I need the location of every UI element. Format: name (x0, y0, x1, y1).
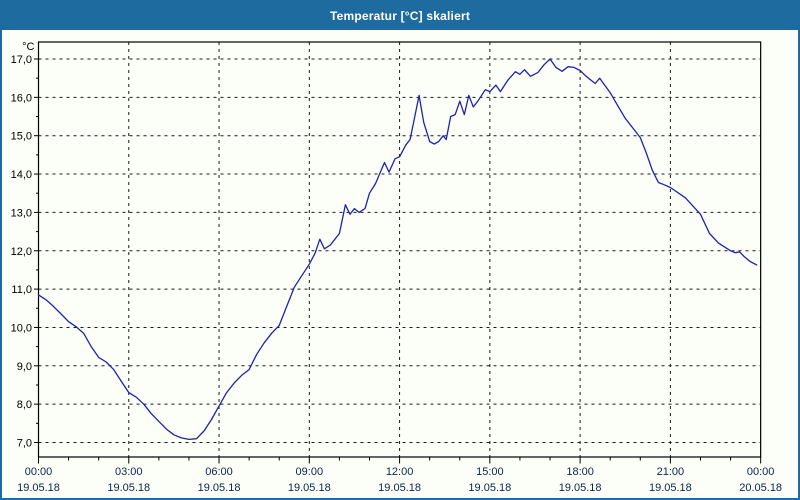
y-tick-label: 7,0 (17, 438, 32, 450)
y-tick-label: 16,0 (11, 92, 32, 104)
y-tick-label: 12,0 (11, 246, 32, 258)
x-tick-time-label: 00:00 (25, 466, 53, 478)
x-tick-time-label: 06:00 (205, 466, 233, 478)
x-tick-time-label: 00:00 (747, 466, 775, 478)
x-tick-date-label: 19.05.18 (198, 482, 241, 494)
x-tick-time-label: 09:00 (296, 466, 324, 478)
x-tick-date-label: 19.05.18 (17, 482, 60, 494)
x-tick-date-label: 19.05.18 (288, 482, 331, 494)
x-tick-date-label: 20.05.18 (739, 482, 782, 494)
x-tick-date-label: 19.05.18 (559, 482, 602, 494)
y-tick-label: 8,0 (17, 399, 32, 411)
temperature-series-line (37, 58, 758, 441)
y-tick-label: 17,0 (11, 54, 32, 66)
x-tick-date-label: 19.05.18 (378, 482, 421, 494)
y-tick-label: 14,0 (11, 169, 32, 181)
window-titlebar[interactable]: Temperatur [°C] skaliert (2, 2, 798, 30)
y-tick-label: 9,0 (17, 361, 32, 373)
x-tick-date-label: 19.05.18 (468, 482, 511, 494)
x-tick-time-label: 21:00 (657, 466, 685, 478)
x-tick-time-label: 18:00 (566, 466, 594, 478)
y-tick-label: 10,0 (11, 322, 32, 334)
x-tick-date-label: 19.05.18 (107, 482, 150, 494)
x-tick-time-label: 12:00 (386, 466, 414, 478)
y-tick-label: 15,0 (11, 131, 32, 143)
x-tick-time-label: 15:00 (476, 466, 504, 478)
x-tick-date-label: 19.05.18 (649, 482, 692, 494)
x-tick-time-label: 03:00 (115, 466, 143, 478)
window-title: Temperatur [°C] skaliert (329, 9, 471, 23)
y-axis-unit-label: °C (22, 41, 34, 53)
y-tick-label: 13,0 (11, 207, 32, 219)
y-tick-label: 11,0 (11, 284, 32, 296)
